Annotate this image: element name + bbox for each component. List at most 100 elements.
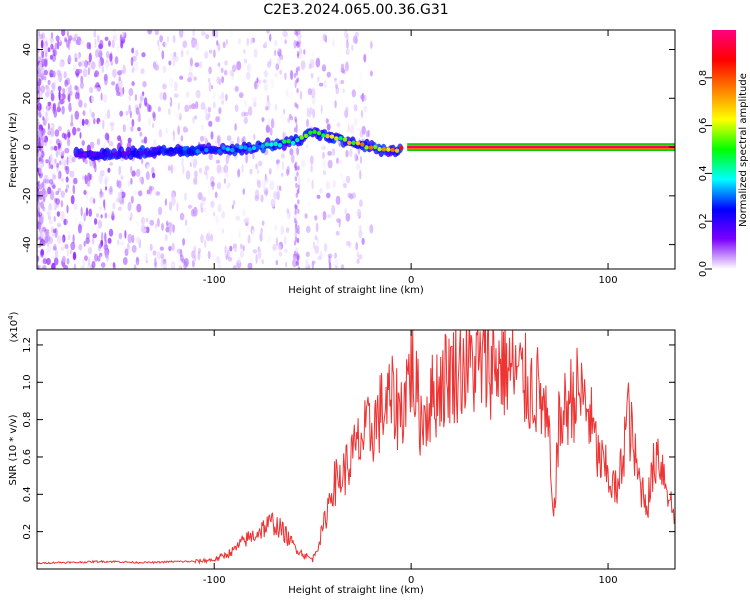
spectrogram-noise-cell [171, 242, 175, 252]
spectrogram-noise-cell [157, 44, 161, 52]
spectrogram-noise-cell [74, 57, 78, 63]
spectrogram-noise-cell [70, 121, 74, 127]
spectrogram-noise-cell [43, 69, 49, 76]
spectrogram-noise-cell [221, 76, 225, 84]
snr-y-tick-label: 0.4 [22, 486, 33, 502]
spectrogram-noise-cell [103, 199, 106, 208]
spectrogram-noise-cell [322, 33, 327, 42]
spectrogram-ridge-point [269, 142, 274, 147]
spectrogram-noise-cell [160, 259, 163, 268]
spectrogram-noise-cell [237, 38, 242, 45]
spectrogram-noise-cell [141, 52, 146, 58]
spectrogram-noise-cell [297, 237, 300, 243]
spectrogram-noise-cell [274, 103, 278, 112]
spectrogram-noise-cell [290, 154, 295, 164]
spectrogram-noise-cell [360, 116, 365, 121]
spectrogram-noise-cell [297, 165, 300, 171]
spectrogram-noise-cell [283, 108, 286, 115]
snr-y-scale-exponent: 4 [7, 315, 15, 320]
spectrogram-noise-cell [320, 141, 324, 149]
spectrogram-noise-cell [210, 131, 214, 140]
snr-frame [36, 329, 676, 570]
spectrogram-noise-cell [217, 43, 221, 52]
spectrogram-noise-cell [87, 67, 90, 76]
spectrogram-noise-cell [41, 32, 45, 40]
spectrogram-noise-cell [61, 30, 66, 37]
spectrogram-noise-cell [293, 127, 297, 133]
spectrogram-noise-cell [242, 245, 245, 252]
spectrogram-noise-cell [290, 70, 294, 80]
spectrogram-noise-cell [238, 230, 241, 239]
spectrogram-noise-cell [74, 85, 78, 90]
spectrogram-noise-cell [53, 216, 56, 222]
spectrogram-noise-cell [53, 145, 58, 151]
spectrogram-noise-cell [176, 202, 179, 212]
spectrogram-noise-cell [50, 154, 53, 162]
spectrogram-noise-cell [172, 35, 176, 43]
spectrogram-noise-cell [229, 30, 234, 38]
spectrogram-noise-cell [133, 190, 138, 195]
spectrogram-noise-cell [51, 53, 57, 63]
spectrogram-noise-cell [294, 209, 297, 215]
spectrogram-noise-cell [209, 207, 214, 213]
spectrogram-noise-cell [37, 128, 43, 138]
spectrogram-noise-cell [122, 257, 128, 265]
spectrogram-noise-cell [79, 132, 82, 139]
spectrogram-noise-cell [312, 241, 316, 249]
spectrogram-noise-cell [211, 85, 214, 90]
spectrogram-noise-cell [63, 218, 68, 226]
spectrogram-noise-cell [94, 38, 97, 49]
spectrogram-noise-cell [149, 203, 153, 214]
spectrogram-noise-cell [171, 195, 176, 206]
spectrogram-noise-cell [100, 262, 106, 268]
spectrogram-noise-cell [37, 230, 41, 238]
spectrogram-noise-cell [52, 228, 57, 234]
spectrogram-noise-cell [295, 67, 299, 73]
spectrogram-noise-cell [75, 92, 79, 100]
spectrogram-noise-cell [92, 159, 96, 169]
spectrogram-noise-cell [331, 38, 335, 47]
snr-panel: -100 0 100 0.2 0.4 0.6 0.8 1.0 1.2 Height of str… [7, 311, 676, 596]
spectrogram-noise-cell [67, 95, 70, 101]
spectrogram-x-tick-label: -100 [203, 275, 226, 286]
spectrogram-noise-cell [298, 47, 303, 55]
spectrogram-noise-cell [175, 54, 180, 65]
spectrogram-noise-cell [342, 88, 345, 93]
spectrogram-noise-cell [50, 190, 55, 201]
spectrogram-noise-cell [37, 181, 40, 192]
spectrogram-noise-cell [363, 53, 367, 63]
spectrogram-noise-cell [37, 210, 40, 218]
spectrogram-noise-cell [266, 30, 270, 34]
spectrogram-noise-cell [52, 102, 57, 112]
spectrogram-ridge-point [303, 133, 309, 138]
spectrogram-noise-cell [277, 57, 281, 65]
spectrogram-noise-cell [106, 254, 109, 262]
spectrogram-noise-cell [80, 220, 84, 226]
spectrogram-noise-cell [220, 166, 225, 174]
spectrogram-noise-cell [207, 185, 211, 196]
spectrogram-noise-cell [81, 175, 85, 180]
spectrogram-noise-cell [318, 119, 323, 128]
spectrogram-ridge-point [160, 148, 166, 153]
spectrogram-noise-cell [41, 58, 46, 67]
spectrogram-noise-cell [96, 213, 99, 218]
spectrogram-noise-cell [63, 218, 67, 226]
spectrogram-noise-cell [218, 196, 222, 201]
spectrogram-noise-cell [218, 224, 224, 231]
spectrogram-noise-cell [79, 118, 82, 127]
spectrogram-noise-cell [212, 92, 216, 101]
spectrogram-noise-cell [232, 264, 237, 269]
spectrogram-noise-cell [208, 153, 213, 161]
spectrogram-noise-cell [127, 214, 131, 219]
spectrogram-noise-cell [215, 116, 219, 122]
spectrogram-noise-cell [37, 42, 40, 48]
spectrogram-y-tick-label: -40 [22, 236, 33, 252]
spectrogram-y-axis-label: Frequency (Hz) [8, 112, 19, 188]
spectrogram-noise-cell [61, 150, 65, 156]
spectrogram-noise-cell [48, 209, 52, 217]
spectrogram-noise-cell [95, 87, 101, 92]
spectrogram-noise-cell [162, 65, 167, 74]
spectrogram-noise-cell [275, 260, 278, 266]
spectrogram-noise-cell [72, 251, 77, 261]
spectrogram-noise-cell [328, 111, 333, 119]
